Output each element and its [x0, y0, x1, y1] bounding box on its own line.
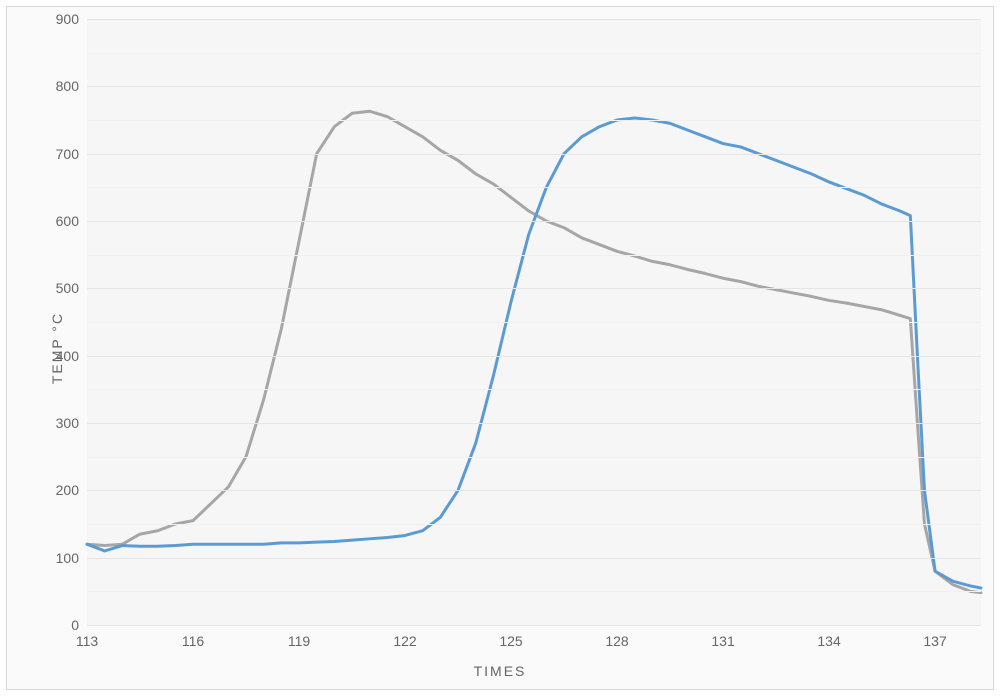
y-tick-label: 500	[56, 280, 79, 296]
series-gray	[87, 111, 981, 592]
grid-line	[87, 288, 981, 289]
y-tick-label: 200	[56, 482, 79, 498]
x-tick-label: 113	[76, 633, 98, 649]
grid-line	[87, 356, 981, 357]
x-tick-label: 122	[393, 633, 416, 649]
y-tick-label: 300	[56, 415, 79, 431]
y-tick-label: 0	[71, 617, 79, 633]
grid-line	[87, 389, 981, 390]
grid-line	[87, 86, 981, 87]
grid-line	[87, 322, 981, 323]
series-blue	[87, 118, 981, 588]
y-tick-label: 700	[56, 146, 79, 162]
x-tick-label: 119	[288, 633, 310, 649]
x-tick-label: 116	[182, 633, 204, 649]
grid-line	[87, 625, 981, 626]
plot-area: 0100200300400500600700800900113116119122…	[87, 19, 981, 625]
y-axis-title: TEMP °C	[49, 312, 65, 384]
y-tick-label: 900	[56, 11, 79, 27]
grid-line	[87, 457, 981, 458]
grid-line	[87, 524, 981, 525]
grid-line	[87, 19, 981, 20]
grid-line	[87, 187, 981, 188]
y-tick-label: 600	[56, 213, 79, 229]
x-axis-title: TIMES	[474, 663, 527, 679]
x-tick-label: 125	[499, 633, 522, 649]
grid-line	[87, 53, 981, 54]
x-tick-label: 128	[605, 633, 628, 649]
y-tick-label: 100	[56, 550, 79, 566]
y-tick-label: 800	[56, 78, 79, 94]
grid-line	[87, 120, 981, 121]
grid-line	[87, 154, 981, 155]
grid-line	[87, 423, 981, 424]
x-tick-label: 137	[923, 633, 946, 649]
grid-line	[87, 255, 981, 256]
x-tick-label: 131	[711, 633, 734, 649]
x-tick-label: 134	[817, 633, 840, 649]
grid-line	[87, 221, 981, 222]
grid-line	[87, 591, 981, 592]
chart-frame: 0100200300400500600700800900113116119122…	[6, 6, 994, 690]
grid-line	[87, 490, 981, 491]
grid-line	[87, 558, 981, 559]
